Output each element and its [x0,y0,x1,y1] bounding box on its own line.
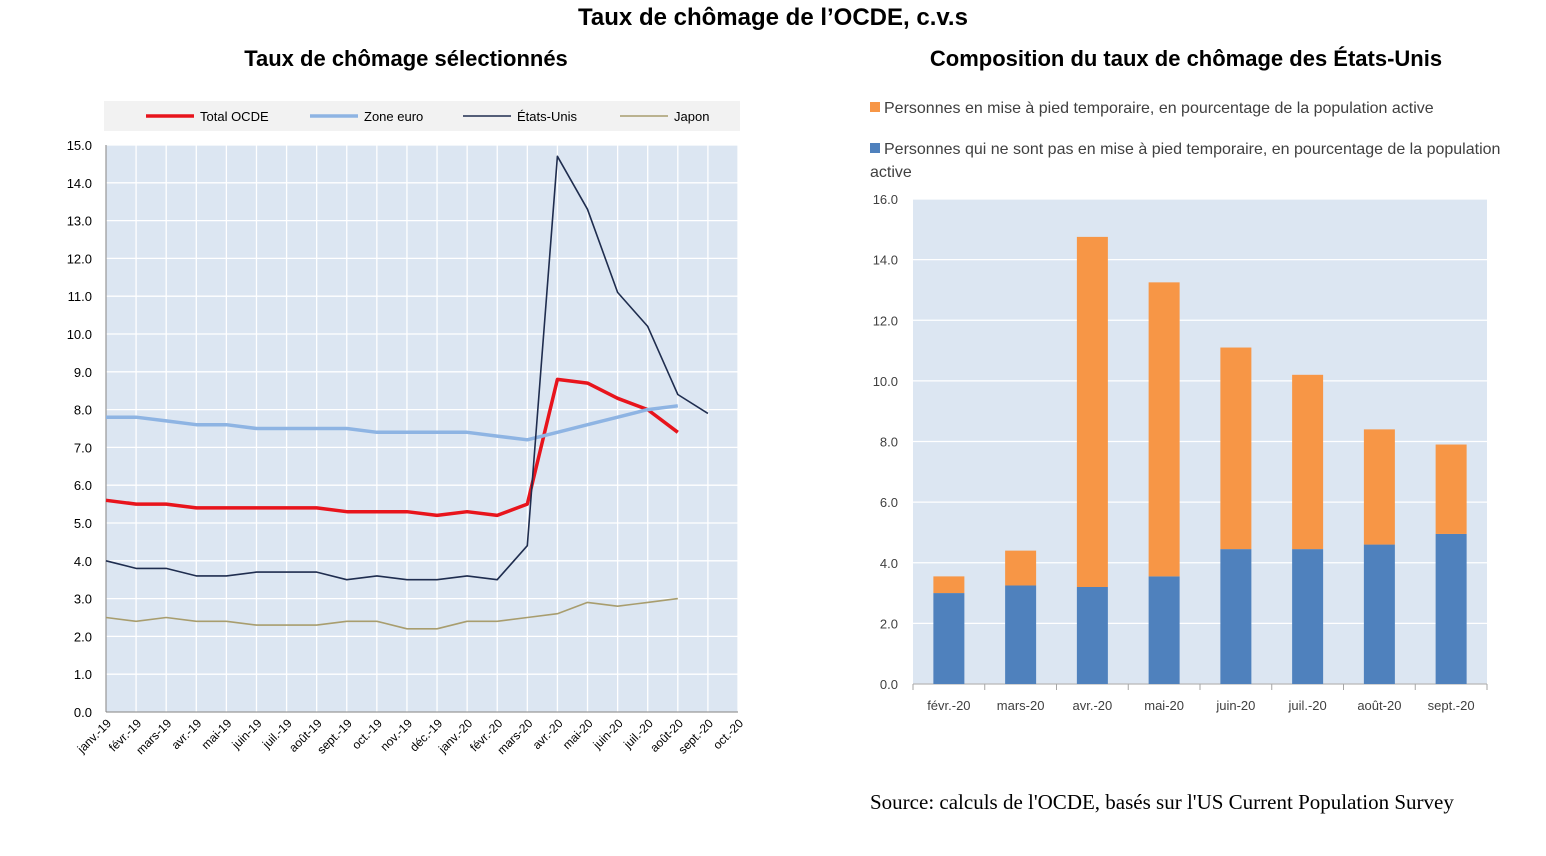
line-chart-title: Taux de chômage sélectionnés [244,46,568,71]
series-line-2 [105,155,709,581]
bar-segment-1 [1005,550,1037,586]
y-tick-label: 8.0 [74,403,92,418]
legend-swatch-orange [870,102,880,112]
series-line-1 [106,404,679,442]
y-tick-label: 8.0 [880,435,898,450]
legend-label: États-Unis [517,109,577,124]
line-chart: 0.0 1.0 2.0 3.0 4.0 5.0 6.0 7.0 8.0 9.0 10.0 11.0 12… [67,101,746,757]
y-tick-label: 10.0 [67,327,92,342]
bar-segment-1 [1220,347,1252,550]
y-tick-label: 11.0 [68,289,92,304]
x-tick-label: sept.-20 [1428,698,1475,713]
y-tick-label: 9.0 [74,365,92,380]
x-tick-label: avr.-20 [1073,698,1113,713]
y-tick-label: 6.0 [880,495,898,510]
series-line-0 [105,377,679,518]
y-tick-label: 6.0 [74,478,92,493]
bar-chart-title: Composition du taux de chômage des États… [929,46,1443,71]
legend-label: Total OCDE [200,109,269,124]
x-tick-label: févr.-20 [927,698,970,713]
y-tick-label: 13.0 [67,214,92,229]
x-tick-label: mars-20 [997,698,1045,713]
bar-segment-1 [1435,444,1467,534]
bar-segment-0 [1076,587,1108,684]
bar-segment-0 [1292,549,1324,684]
y-tick-label: 3.0 [74,592,92,607]
x-tick-label: mai-20 [1144,698,1184,713]
x-tick-label: juin-20 [1215,698,1255,713]
source-note: Source: calculs de l'OCDE, basés sur l'U… [870,790,1454,814]
bar-segment-1 [1076,236,1108,587]
bar-segment-0 [1435,533,1467,684]
legend-item-not-temporary-layoff: Personnes qui ne sont pas en mise à pied… [870,138,1530,184]
y-tick-label: 12.0 [67,251,92,266]
plot-area [106,145,738,712]
y-tick-label: 5.0 [74,516,92,531]
bar-segment-1 [933,576,965,594]
x-tick-label: juil.-20 [1287,698,1326,713]
legend-label: Personnes qui ne sont pas en mise à pied… [870,141,1501,181]
bar-segment-0 [933,593,965,684]
page-title: Taux de chômage de l’OCDE, c.v.s [578,4,968,31]
y-tick-label: 10.0 [873,374,898,389]
bar-segment-0 [1148,576,1180,684]
y-tick-label: 0.0 [880,677,898,692]
bar-chart: 0.0 2.0 4.0 6.0 8.0 10.0 12.0 14.0 16.0 févr.-20 m… [873,192,1488,713]
y-tick-label: 2.0 [880,616,898,631]
bar-segment-1 [1363,429,1395,545]
legend-swatch-blue [870,143,880,153]
y-tick-label: 14.0 [873,253,898,268]
y-tick-label: 1.0 [74,667,92,682]
legend-label: Personnes en mise à pied temporaire, en … [884,100,1434,117]
bar-segment-0 [1005,585,1037,684]
bar-segment-1 [1292,374,1324,550]
legend-item-temporary-layoff: Personnes en mise à pied temporaire, en … [870,97,1530,120]
legend-label: Japon [674,109,709,124]
y-tick-label: 7.0 [74,440,92,455]
legend-label: Zone euro [364,109,423,124]
y-tick-label: 15.0 [67,138,92,153]
y-tick-label: 12.0 [873,313,898,328]
x-tick-label: août-20 [1357,698,1401,713]
y-tick-label: 4.0 [880,556,898,571]
y-tick-label: 14.0 [67,176,92,191]
y-tick-label: 16.0 [873,192,898,207]
bar-segment-1 [1148,282,1180,577]
y-tick-label: 4.0 [74,554,92,569]
series-line-3 [105,597,678,630]
bar-segment-0 [1220,549,1252,684]
y-tick-label: 2.0 [74,629,92,644]
bar-segment-0 [1363,544,1395,684]
y-tick-label: 0.0 [74,705,92,720]
